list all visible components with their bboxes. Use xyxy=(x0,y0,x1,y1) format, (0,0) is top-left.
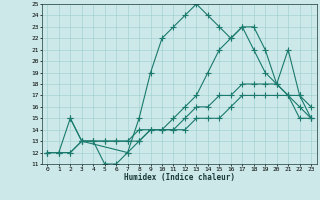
X-axis label: Humidex (Indice chaleur): Humidex (Indice chaleur) xyxy=(124,173,235,182)
